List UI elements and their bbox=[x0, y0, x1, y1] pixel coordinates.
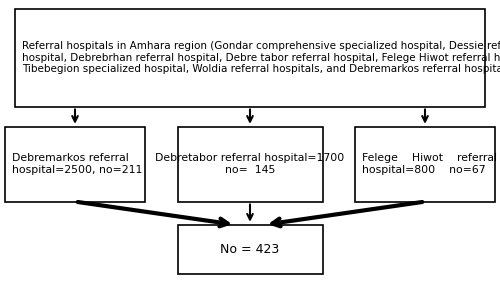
Text: No = 423: No = 423 bbox=[220, 242, 280, 256]
Text: Referral hospitals in Amhara region (Gondar comprehensive specialized hospital, : Referral hospitals in Amhara region (Gon… bbox=[22, 41, 500, 74]
FancyBboxPatch shape bbox=[15, 9, 485, 107]
Text: Felege    Hiwot    referral
hospital=800    no=67: Felege Hiwot referral hospital=800 no=67 bbox=[362, 153, 498, 175]
Text: Debretabor referral hospital=1700
no=  145: Debretabor referral hospital=1700 no= 14… bbox=[156, 153, 344, 175]
FancyBboxPatch shape bbox=[178, 225, 322, 274]
FancyBboxPatch shape bbox=[178, 127, 322, 202]
Text: Debremarkos referral
hospital=2500, no=211: Debremarkos referral hospital=2500, no=2… bbox=[12, 153, 143, 175]
FancyBboxPatch shape bbox=[5, 127, 145, 202]
FancyBboxPatch shape bbox=[355, 127, 495, 202]
